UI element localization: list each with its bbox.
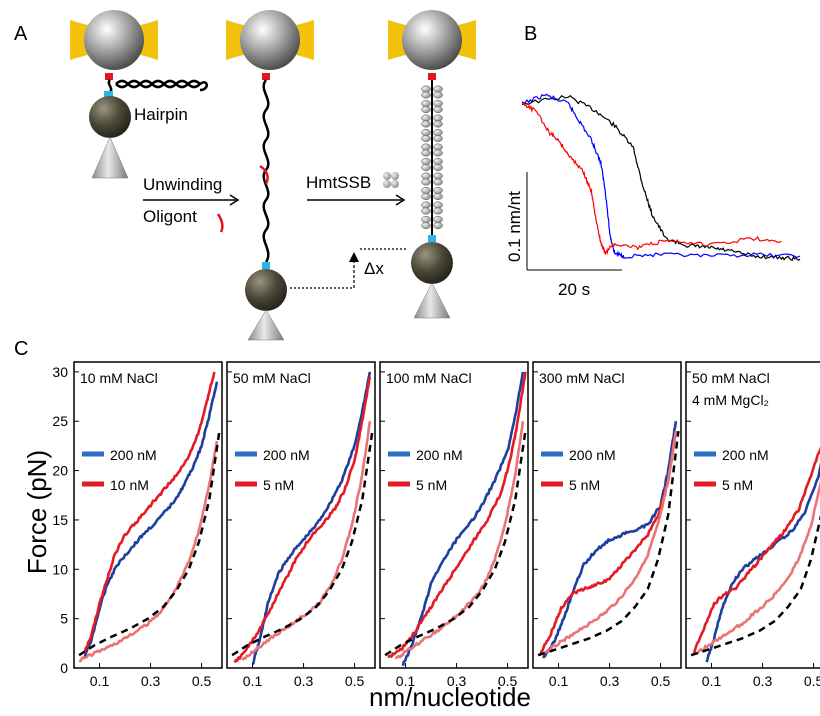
unwinding-arrow — [143, 194, 240, 206]
model-curve — [78, 430, 221, 657]
x-tick-label: 0.5 — [804, 673, 820, 689]
force-curve — [539, 430, 678, 655]
ssb-protein-icon — [421, 85, 443, 99]
legend-label: 200 nM — [722, 447, 769, 463]
x-tick-label: 0.3 — [753, 673, 773, 689]
y-tick-label: 25 — [52, 413, 68, 429]
panel-c-label: C — [14, 338, 28, 360]
force-curve — [394, 421, 525, 660]
panel-b-label: B — [524, 23, 537, 45]
ssb-protein-icon — [421, 129, 443, 142]
trace-y-scale-label: 0.1 nm/nt — [505, 191, 524, 262]
x-tick-label: 0.1 — [702, 673, 722, 689]
hmtssb-arrow — [307, 194, 406, 206]
force-curve — [542, 430, 678, 656]
force-curve — [83, 371, 216, 655]
panel-condition-title: 4 mM MgCl₂ — [692, 392, 769, 408]
x-tick-label: 0.5 — [192, 673, 212, 689]
force-panel-3: 0.1 0.3 0.5 100 mM NaCl 200 nM 5 nM — [379, 361, 529, 689]
hmtssb-tetramer-icon — [383, 172, 399, 188]
panel-condition-title: 50 mM NaCl — [233, 370, 311, 386]
x-tick-label: 0.3 — [447, 673, 467, 689]
x-tick-label: 0.5 — [345, 673, 365, 689]
ssb-protein-icon — [421, 172, 443, 186]
model-curve — [384, 430, 527, 657]
x-tick-label: 0.1 — [396, 673, 416, 689]
force-axis-label: Force (pN) — [22, 450, 52, 574]
ssb-protein-icon — [421, 158, 443, 171]
hmtssb-label: HmtSSB — [306, 173, 371, 192]
force-curve — [696, 479, 820, 655]
legend-label: 10 nM — [110, 477, 149, 493]
legend-label: 200 nM — [263, 447, 310, 463]
force-curve — [692, 446, 820, 654]
y-tick-label: 15 — [52, 512, 68, 528]
ssb-protein-icon — [421, 187, 443, 200]
force-panel-2: 0.1 0.3 0.5 50 mM NaCl 200 nM 5 nM — [226, 361, 376, 689]
y-tick-label: 10 — [52, 561, 68, 577]
x-tick-label: 0.5 — [651, 673, 671, 689]
y-tick-label: 5 — [60, 611, 68, 627]
ssb-protein-icon — [421, 143, 443, 157]
model-curve — [537, 430, 680, 657]
oligont-icon — [216, 213, 224, 233]
panel-condition-title: 300 mM NaCl — [539, 370, 625, 386]
x-tick-label: 0.1 — [243, 673, 263, 689]
extension-time-traces — [521, 93, 801, 262]
x-tick-label: 0.3 — [294, 673, 314, 689]
y-tick-label: 0 — [60, 660, 68, 676]
optical-trap-bead-2 — [226, 10, 314, 70]
delta-x-label: Δx — [364, 259, 384, 278]
ssb-protein-icon — [421, 201, 443, 215]
model-curve — [690, 514, 820, 657]
legend-label: 200 nM — [569, 447, 616, 463]
trace-line — [521, 93, 801, 259]
plot-frame — [379, 361, 529, 669]
ssb-protein-icon — [421, 114, 443, 128]
force-curve — [233, 376, 372, 664]
x-tick-label: 0.5 — [498, 673, 518, 689]
x-tick-label: 0.3 — [141, 673, 161, 689]
force-panel-5: 0.1 0.3 0.5 50 mM NaCl 4 mM MgCl₂ 200 nM 5 nM — [685, 361, 820, 689]
y-tick-label: 30 — [52, 364, 68, 380]
trace-scale-bars — [526, 172, 622, 271]
unwound-ssdna-construct — [245, 73, 287, 341]
optical-trap-bead-1 — [70, 10, 158, 70]
hairpin-construct — [89, 73, 208, 179]
ssb-coated-construct — [411, 73, 453, 319]
force-panel-1: 0.1 0.3 0.5 0 5 10 15 20 25 30 10 mM NaCl 200 nM 10 … — [52, 361, 223, 689]
panel-a-label: A — [14, 23, 28, 45]
panel-condition-title: 50 mM NaCl — [692, 370, 770, 386]
ssb-protein-icon — [421, 216, 443, 229]
optical-trap-bead-3 — [388, 10, 476, 70]
legend-label: 5 nM — [569, 477, 600, 493]
legend-label: 200 nM — [416, 447, 463, 463]
trace-line — [521, 102, 782, 255]
ssb-protein-icon — [421, 100, 443, 113]
legend-label: 5 nM — [722, 477, 753, 493]
legend-label: 200 nM — [110, 447, 157, 463]
trace-x-scale-label: 20 s — [558, 280, 590, 299]
x-tick-label: 0.1 — [549, 673, 569, 689]
unwinding-label: Unwinding — [143, 175, 222, 194]
y-tick-label: 20 — [52, 463, 68, 479]
x-tick-label: 0.1 — [90, 673, 110, 689]
nm-per-nucleotide-axis-label: nm/nucleotide — [369, 682, 531, 712]
force-curve — [83, 381, 219, 659]
panel-condition-title: 10 mM NaCl — [80, 370, 158, 386]
trace-line — [521, 94, 801, 262]
force-panel-4: 0.1 0.3 0.5 300 mM NaCl 200 nM 5 nM — [532, 361, 682, 689]
hairpin-label: Hairpin — [134, 105, 188, 124]
legend-label: 5 nM — [416, 477, 447, 493]
force-curve — [251, 371, 372, 666]
x-tick-label: 0.3 — [600, 673, 620, 689]
legend-label: 5 nM — [263, 477, 294, 493]
panel-condition-title: 100 mM NaCl — [386, 370, 472, 386]
delta-x-indicator — [290, 248, 408, 289]
model-curve — [231, 430, 374, 657]
force-extension-panels: 0.1 0.3 0.5 0 5 10 15 20 25 30 10 mM NaCl 200 nM 10 … — [52, 361, 820, 689]
oligont-label: Oligont — [143, 207, 197, 226]
